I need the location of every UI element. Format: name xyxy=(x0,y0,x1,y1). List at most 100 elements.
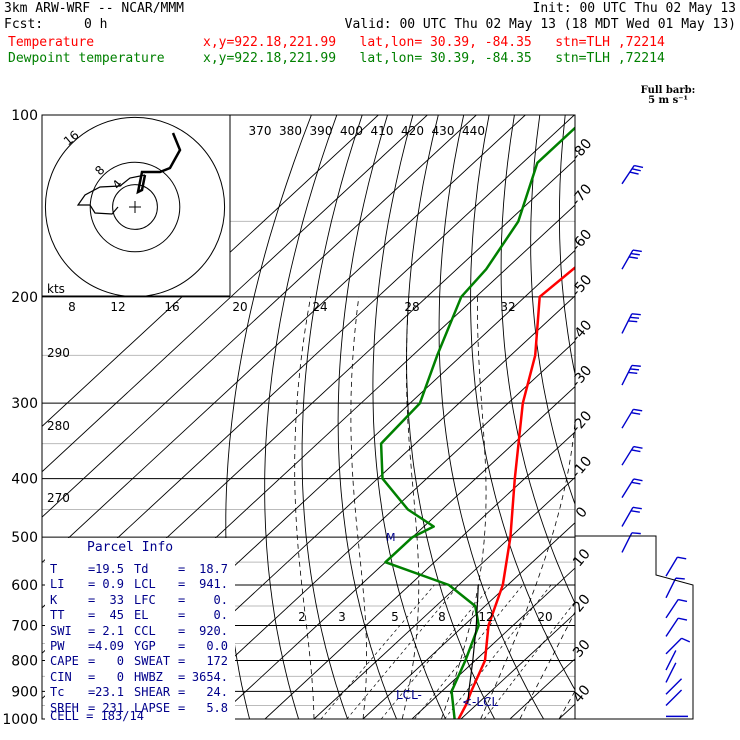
parcel-info-v1: 0.9 xyxy=(102,577,124,592)
isotherm-label: -80 xyxy=(568,136,595,164)
isotherm-label: -60 xyxy=(568,227,595,255)
moist-adiabat-line xyxy=(294,296,315,719)
wind-barb-flag xyxy=(630,510,640,513)
isotherm-line xyxy=(509,658,575,719)
parcel-info-row: K = 33 LFC = 0. xyxy=(50,593,235,608)
wind-barb-staff xyxy=(665,637,683,655)
wind-barb-flag xyxy=(631,313,641,316)
m-label: M xyxy=(386,531,396,544)
parcel-info-l1: PW xyxy=(50,638,65,653)
equals-sign: = xyxy=(88,638,96,653)
dry-adiabat-line xyxy=(406,115,495,719)
mixing-ratio-label: 8 xyxy=(438,610,446,624)
isotherm-line xyxy=(42,115,575,609)
parcel-info-l2: HWBZ xyxy=(134,669,163,684)
parcel-info-l1: K xyxy=(50,592,58,607)
hodograph-trace xyxy=(136,132,182,195)
wind-barb xyxy=(665,577,685,599)
pressure-tick-label: 100 xyxy=(11,108,38,124)
isotherm-label: 10 xyxy=(570,546,594,570)
dry-adiabat-line xyxy=(587,115,740,719)
mixing-ratio-line xyxy=(444,584,552,719)
moist-adiabat-line xyxy=(519,610,575,719)
parcel-info-v1: 45 xyxy=(109,608,124,623)
parcel-info-row: TT = 45 EL = 0. xyxy=(50,608,235,623)
parcel-info-l1: CAPE xyxy=(50,654,79,669)
equals-sign: = xyxy=(88,577,96,592)
dewpoint-legend: Dewpoint temperature xyxy=(8,51,165,66)
pressure-tick-label: 1000 xyxy=(2,712,38,728)
theta-label: 270 xyxy=(47,491,70,505)
mixing-ratio-line xyxy=(483,601,575,719)
init-time: Init: 00 UTC Thu 02 May 13 xyxy=(532,1,737,16)
mixing-ratio-line xyxy=(346,584,460,719)
wind-barb-flag xyxy=(632,249,642,253)
theta-e-label: 390 xyxy=(310,124,333,138)
hodograph-trace-lower xyxy=(76,174,146,215)
pressure-tick-label: 900 xyxy=(11,684,38,700)
fcst-value: 0 h xyxy=(84,17,108,32)
parcel-info-v2: 941. xyxy=(199,577,228,592)
pressure-tick-label: 300 xyxy=(11,396,38,412)
theta-e-label: 370 xyxy=(249,124,272,138)
wind-barb-flag xyxy=(628,371,638,375)
wind-barb-flag xyxy=(678,598,688,603)
parcel-info-l1: T xyxy=(50,562,58,576)
equals-sign: = xyxy=(88,562,96,576)
isotherm-label: 30 xyxy=(570,637,594,661)
isotherm-label: 0 xyxy=(573,504,591,521)
parcel-info-l2: Td xyxy=(134,562,149,576)
wind-barb xyxy=(621,506,642,527)
isotherm-line xyxy=(313,476,575,719)
parcel-info-v2: 0. xyxy=(213,608,228,623)
dry-adiabat-line xyxy=(615,115,740,719)
parcel-info-row: Tc = 23.1 SHEAR = 24. xyxy=(50,685,235,700)
parcel-info-v1: 4.09 xyxy=(95,638,124,653)
wind-barb-staff xyxy=(665,599,679,619)
wind-barb-flag xyxy=(631,412,641,415)
isotherm-label: -30 xyxy=(568,363,595,391)
temperature-trace xyxy=(457,266,575,719)
theta-e-label: 420 xyxy=(401,124,424,138)
theta-e-label: 430 xyxy=(432,124,455,138)
isotherm-label: -20 xyxy=(568,408,595,436)
parcel-info-row: CIN = 0 HWBZ = 3654. xyxy=(50,670,235,685)
isotherm-label: 20 xyxy=(570,591,594,615)
moist-adiabat-line xyxy=(401,296,420,719)
isotherm-line xyxy=(42,115,428,473)
parcel-info-v1: 33 xyxy=(109,592,124,607)
pressure-tick-label: 200 xyxy=(11,290,38,306)
wind-barb-flag xyxy=(630,368,640,371)
isotherm-line xyxy=(166,340,575,719)
equals-sign: = xyxy=(88,654,96,669)
parcel-info-title: Parcel Info xyxy=(87,540,174,555)
parcel-info-l2: SWEAT xyxy=(134,654,171,669)
parcel-trace xyxy=(467,584,479,704)
wind-barb-staff xyxy=(665,556,678,577)
fcst-label: Fcst: xyxy=(4,17,44,32)
pressure-tick-label: 800 xyxy=(11,653,38,669)
wind-barb-staff xyxy=(665,617,679,637)
dry-adiabat-line xyxy=(337,115,398,719)
wind-barb xyxy=(621,249,642,270)
parcel-info-v2: 0.0 xyxy=(206,638,228,653)
parcel-info-v2: 5.8 xyxy=(206,700,228,715)
theta-e-label: 440 xyxy=(462,124,485,138)
wind-barb-flag xyxy=(633,478,643,482)
wind-barb-flag xyxy=(630,316,640,319)
equals-sign: = xyxy=(178,638,186,653)
parcel-info-row: T = 19.5 Td = 18.7 xyxy=(50,562,235,577)
equals-sign: = xyxy=(88,592,96,607)
parcel-info-row: SWI = 2.1 CCL = 920. xyxy=(50,624,235,639)
parcel-info-v2: 18.7 xyxy=(199,562,228,576)
mixing-ratio-label: 5 xyxy=(391,610,399,624)
dry-adiabat-line xyxy=(372,115,447,719)
equals-sign: = xyxy=(178,608,186,623)
wind-barb-staff xyxy=(665,577,677,599)
hodograph-axis-label: 28 xyxy=(404,300,419,314)
isotherm-line xyxy=(42,115,526,564)
isotherm-line xyxy=(42,115,477,518)
parcel-info-l1: TT xyxy=(50,608,65,623)
equals-sign: = xyxy=(88,608,96,623)
dry-adiabat-line xyxy=(225,115,312,719)
